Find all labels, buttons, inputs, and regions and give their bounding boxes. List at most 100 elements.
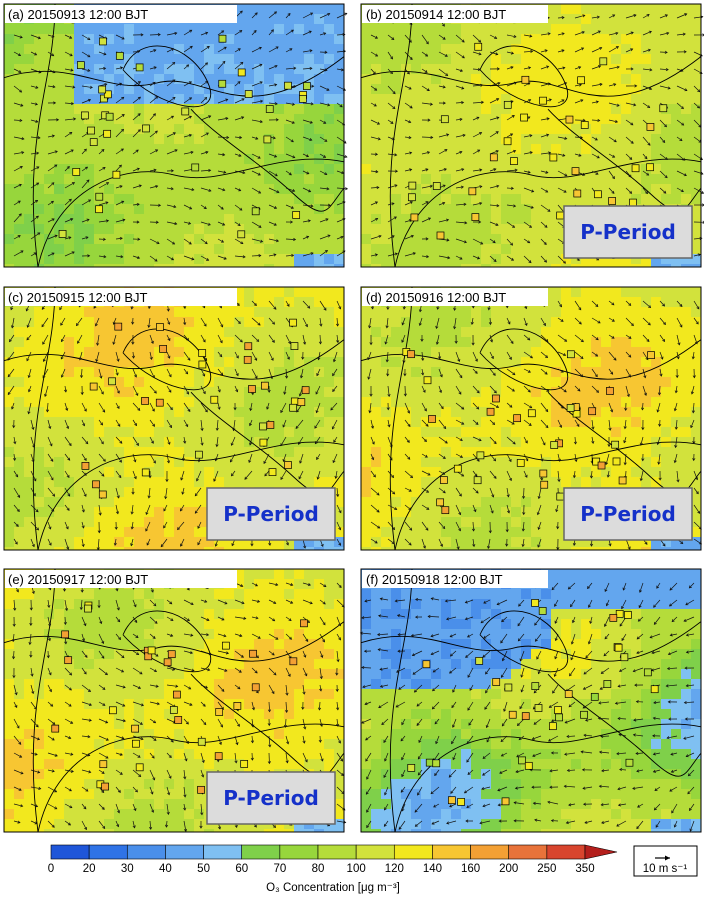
heatmap-cell (601, 307, 611, 317)
heatmap-cell (234, 547, 244, 550)
wind-vector-head (167, 337, 171, 342)
heatmap-cell (244, 154, 254, 164)
heatmap-cell (641, 134, 651, 144)
wind-vector (79, 351, 83, 360)
wind-vector-head (137, 96, 141, 100)
wind-vector (336, 300, 341, 310)
heatmap-cell (114, 457, 124, 467)
station-marker (260, 381, 269, 390)
wind-vector-head (153, 390, 157, 394)
heatmap-cell (24, 347, 34, 357)
wind-vector-head (248, 442, 253, 446)
wind-vector (30, 504, 39, 513)
heatmap-cell (224, 357, 234, 367)
heatmap-cell (154, 487, 164, 497)
wind-vector (11, 317, 15, 328)
wind-vector (404, 119, 411, 123)
heatmap-cell (381, 164, 391, 174)
wind-vector-head (682, 32, 686, 36)
heatmap-cell (671, 114, 681, 124)
heatmap-cell (371, 327, 381, 337)
wind-vector (387, 235, 395, 240)
heatmap-cell (561, 94, 571, 104)
heatmap-cell (254, 14, 264, 24)
wind-vector-head (254, 12, 258, 16)
heatmap-cell (104, 24, 114, 34)
wind-vector-head (130, 543, 134, 547)
heatmap-cell (531, 64, 541, 74)
heatmap-cell (74, 347, 84, 357)
wind-vector-head (222, 188, 226, 192)
heatmap-cell (124, 64, 134, 74)
heatmap-cell (521, 104, 531, 114)
wind-vector-head (18, 183, 22, 187)
wind-vector (183, 351, 191, 361)
wind-vector-head (578, 153, 582, 157)
heatmap-cell (244, 134, 254, 144)
wind-vector-head (528, 99, 532, 102)
heatmap-cell (601, 184, 611, 194)
heatmap-cell (104, 467, 114, 477)
heatmap-cell (174, 44, 184, 54)
heatmap-cell (471, 94, 481, 104)
wind-vector (540, 152, 551, 155)
station-marker (290, 342, 299, 350)
wind-vector-head (332, 388, 336, 392)
heatmap-cell (254, 164, 264, 174)
heatmap-cell (491, 307, 501, 317)
heatmap-cell (234, 204, 244, 214)
wind-vector (540, 134, 549, 138)
heatmap-cell (254, 34, 264, 44)
heatmap-cell (54, 427, 64, 437)
wind-vector-head (21, 137, 25, 141)
wind-vector (370, 218, 378, 223)
heatmap-cell (114, 104, 124, 114)
heatmap-cell (611, 367, 621, 377)
wind-vector-head (308, 30, 312, 34)
wind-vector-head (317, 357, 321, 361)
heatmap-cell (671, 297, 681, 307)
wind-vector-head (106, 182, 110, 185)
heatmap-cell (4, 74, 14, 84)
wind-vector (47, 521, 51, 530)
heatmap-cell (244, 337, 254, 347)
heatmap-cell (194, 204, 204, 214)
heatmap-cell (661, 74, 671, 84)
heatmap-cell (94, 244, 104, 254)
heatmap-cell (74, 254, 84, 264)
heatmap-cell (421, 194, 431, 204)
heatmap-cell (204, 427, 214, 437)
wind-vector (234, 81, 241, 87)
wind-vector (13, 102, 23, 107)
heatmap-cell (174, 417, 184, 427)
wind-vector-head (155, 96, 159, 100)
heatmap-cell (651, 337, 661, 347)
wind-vector (591, 153, 600, 159)
wind-vector-head (546, 65, 550, 69)
heatmap-cell (491, 347, 501, 357)
heatmap-cell (54, 64, 64, 74)
heatmap-cell (371, 44, 381, 54)
wind-vector (149, 436, 154, 444)
wind-vector (608, 119, 618, 123)
heatmap-cell (204, 357, 214, 367)
wind-vector-head (425, 168, 429, 172)
heatmap-cell (511, 164, 521, 174)
wind-vector (336, 119, 345, 126)
heatmap-cell (601, 44, 611, 54)
heatmap-cell (581, 317, 591, 327)
wind-vector (251, 119, 263, 123)
wind-vector-head (316, 373, 320, 377)
wind-vector-head (548, 98, 552, 102)
wind-vector-head (223, 46, 227, 50)
wind-vector (47, 235, 58, 240)
heatmap-cell (324, 174, 334, 184)
heatmap-cell (244, 537, 254, 547)
wind-vector (506, 115, 515, 121)
heatmap-cell (164, 397, 174, 407)
wind-vector-head (681, 122, 685, 126)
wind-vector (132, 203, 140, 206)
heatmap-cell (224, 204, 234, 214)
wind-vector-head (408, 86, 412, 90)
heatmap-cell (681, 114, 691, 124)
